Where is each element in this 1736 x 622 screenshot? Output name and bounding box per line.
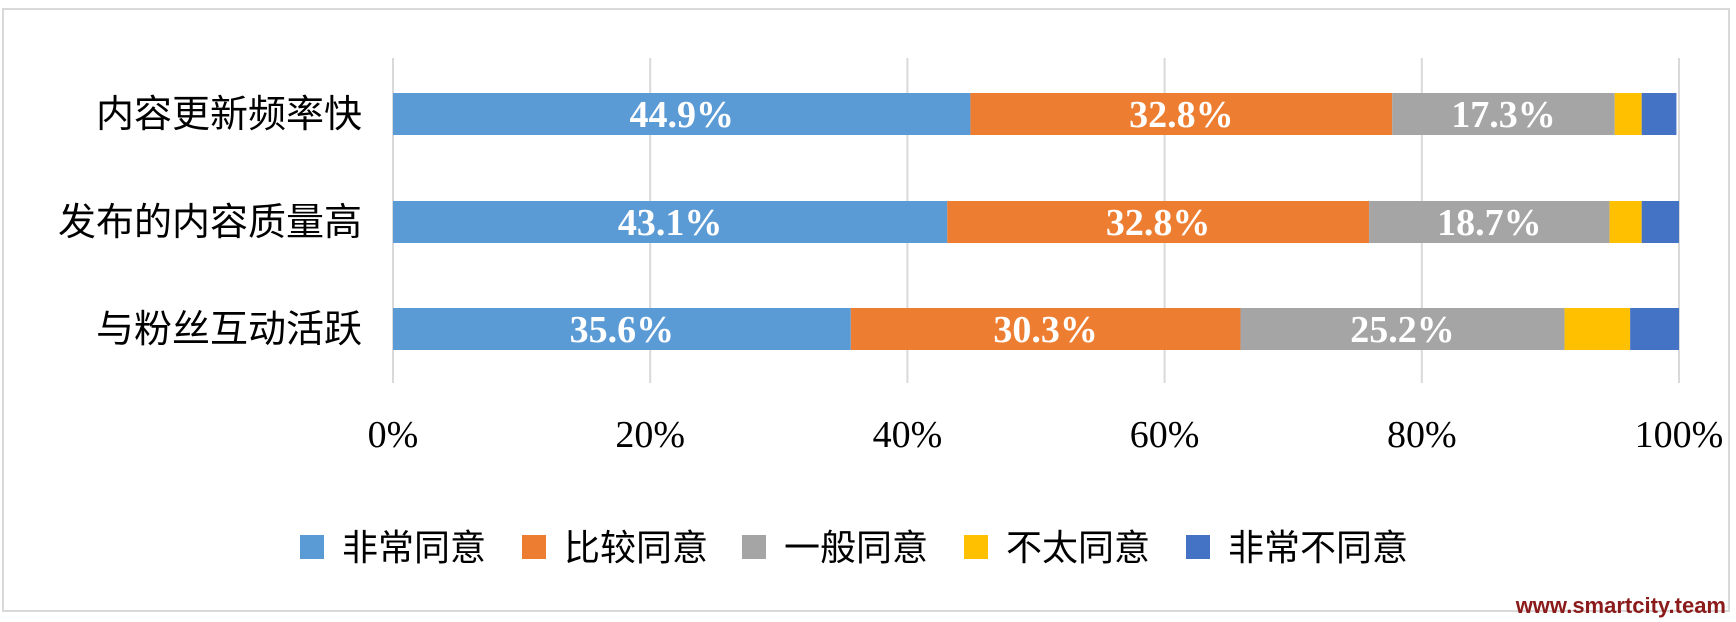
bar-segment bbox=[947, 201, 1370, 243]
legend-label: 不太同意 bbox=[1006, 528, 1150, 569]
x-tick-label: 20% bbox=[615, 414, 685, 456]
bar-segment bbox=[850, 308, 1241, 350]
bar-segment bbox=[393, 93, 971, 135]
legend-swatch bbox=[300, 535, 324, 559]
bar-segment bbox=[393, 201, 948, 243]
legend-swatch bbox=[522, 535, 546, 559]
x-tick-label: 0% bbox=[368, 414, 419, 456]
watermark-text: www.smartcity.team bbox=[1515, 593, 1726, 618]
data-label: 32.8% bbox=[1106, 202, 1211, 244]
data-label: 35.6% bbox=[570, 309, 675, 351]
bar-segment bbox=[1609, 201, 1642, 243]
bar-segment bbox=[1641, 201, 1679, 243]
data-label: 30.3% bbox=[993, 309, 1098, 351]
legend: 非常同意 比较同意 一般同意 不太同意 非常不同意 bbox=[300, 528, 1408, 569]
bar-segment bbox=[1240, 308, 1565, 350]
legend-swatch bbox=[742, 535, 766, 559]
data-label: 32.8% bbox=[1129, 94, 1234, 136]
x-axis-ticks: 0% 20% 40% 60% 80% 100% bbox=[368, 414, 1724, 456]
bar-segment bbox=[1392, 93, 1615, 135]
bar-segment bbox=[1369, 201, 1610, 243]
data-label: 17.3% bbox=[1451, 94, 1556, 136]
category-label: 与粉丝互动活跃 bbox=[96, 307, 362, 351]
bar-segment bbox=[1614, 93, 1642, 135]
bar-segment bbox=[1564, 308, 1631, 350]
bar-segment bbox=[393, 308, 851, 350]
data-label: 18.7% bbox=[1437, 202, 1542, 244]
data-label: 44.9% bbox=[629, 94, 734, 136]
data-label: 43.1% bbox=[618, 202, 723, 244]
x-tick-label: 40% bbox=[873, 414, 943, 456]
bar-segment bbox=[1630, 308, 1679, 350]
x-tick-label: 100% bbox=[1635, 414, 1724, 456]
legend-swatch bbox=[964, 535, 988, 559]
x-tick-label: 60% bbox=[1130, 414, 1200, 456]
x-tick-label: 80% bbox=[1387, 414, 1457, 456]
data-labels: 44.9% 32.8% 17.3% 43.1% 32.8% 18.7% 35.6% 30.3%… bbox=[570, 94, 1556, 351]
legend-swatch bbox=[1186, 535, 1210, 559]
legend-label: 非常不同意 bbox=[1228, 528, 1408, 569]
bars bbox=[393, 93, 1679, 350]
legend-label: 比较同意 bbox=[564, 528, 708, 569]
legend-label: 一般同意 bbox=[784, 528, 928, 569]
category-label: 内容更新频率快 bbox=[96, 92, 362, 136]
bar-segment bbox=[970, 93, 1393, 135]
data-label: 25.2% bbox=[1350, 309, 1455, 351]
category-label: 发布的内容质量高 bbox=[58, 200, 362, 244]
bar-segment bbox=[1641, 93, 1677, 135]
legend-label: 非常同意 bbox=[342, 528, 486, 569]
